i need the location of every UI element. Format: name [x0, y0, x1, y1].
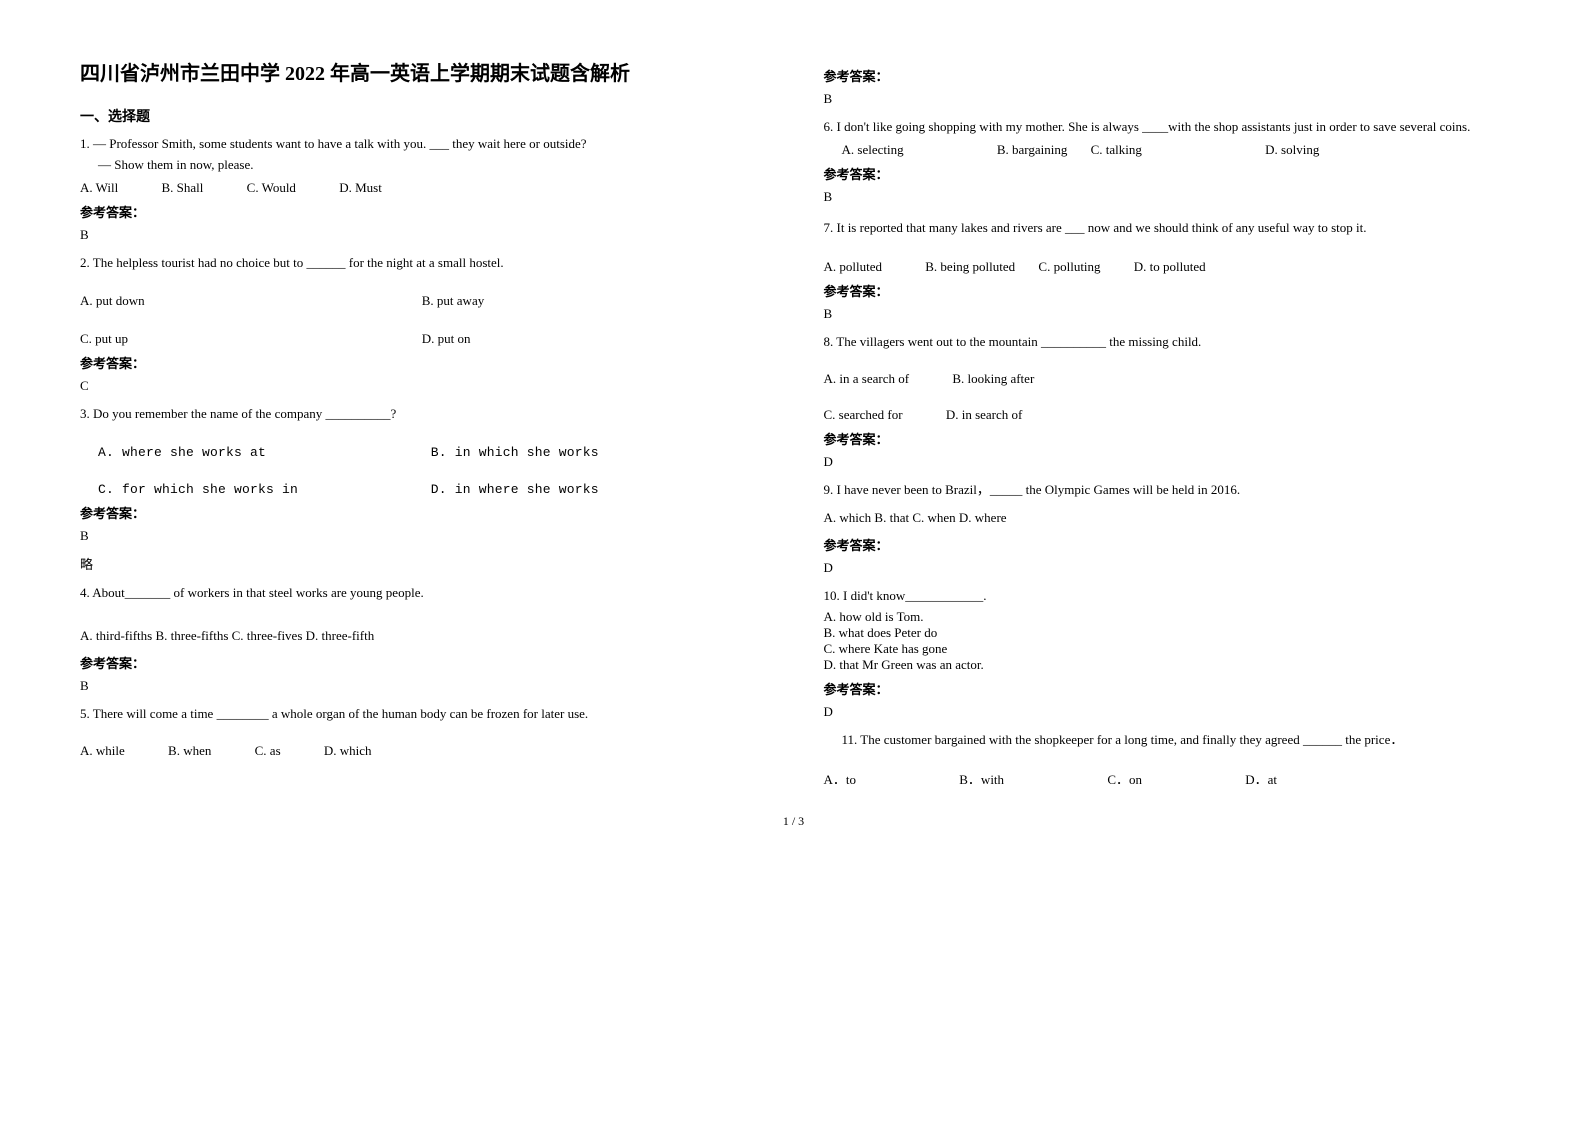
q8-options-row2: C. searched for D. in search of — [824, 407, 1508, 423]
question-1: 1. — Professor Smith, some students want… — [80, 134, 764, 176]
q6-optB: B. bargaining — [997, 142, 1068, 157]
question-9: 9. I have never been to Brazil，_____ the… — [824, 480, 1508, 501]
q5-answer: B — [824, 91, 1508, 107]
q2-answer: C — [80, 378, 764, 394]
q5-optD: D. which — [324, 743, 372, 758]
question-8: 8. The villagers went out to the mountai… — [824, 332, 1508, 353]
q8-answer-label: 参考答案： — [824, 429, 1508, 448]
question-3: 3. Do you remember the name of the compa… — [80, 404, 764, 425]
section-heading: 一、选择题 — [80, 106, 764, 126]
q3-optB: B. in which she works — [431, 445, 764, 460]
q2-optC: C. put up — [80, 331, 422, 347]
q1-line1: 1. — Professor Smith, some students want… — [80, 134, 764, 155]
q11-optC: C．on — [1107, 772, 1142, 787]
question-6: 6. I don't like going shopping with my m… — [824, 117, 1508, 138]
q3-optD: D. in where she works — [431, 482, 764, 497]
q8-optD: D. in search of — [946, 407, 1023, 422]
q8-answer: D — [824, 454, 1508, 470]
question-10: 10. I did't know____________. — [824, 586, 1508, 607]
q1-optA: A. Will — [80, 180, 118, 195]
q11-optB: B．with — [959, 772, 1004, 787]
q8-optC: C. searched for — [824, 407, 903, 422]
q7-answer: B — [824, 306, 1508, 322]
q8-options-row1: A. in a search of B. looking after — [824, 371, 1508, 387]
q7-options: A. polluted B. being polluted C. polluti… — [824, 259, 1508, 275]
q6-options: A. selecting B. bargaining C. talking D.… — [824, 142, 1508, 158]
q6-optC: C. talking — [1091, 142, 1142, 157]
q7-optD: D. to polluted — [1134, 259, 1206, 274]
q9-answer-label: 参考答案： — [824, 535, 1508, 554]
q8-optA: A. in a search of — [824, 371, 910, 386]
q5-optA: A. while — [80, 743, 125, 758]
q7-optA: A. polluted — [824, 259, 883, 274]
q4-answer-label: 参考答案： — [80, 653, 764, 672]
q4-options: A. third-fifths B. three-fifths C. three… — [80, 626, 764, 647]
q1-options: A. Will B. Shall C. Would D. Must — [80, 180, 764, 196]
q1-answer: B — [80, 227, 764, 243]
q3-omit: 略 — [80, 554, 764, 573]
q9-answer: D — [824, 560, 1508, 576]
question-5: 5. There will come a time ________ a who… — [80, 704, 764, 725]
q10-optC: C. where Kate has gone — [824, 641, 1508, 657]
q2-options-row1: A. put down B. put away — [80, 293, 764, 309]
q11-options: A．to B．with C．on D．at — [824, 769, 1508, 788]
page-number: 1 / 3 — [80, 814, 1507, 829]
q7-optC: C. polluting — [1038, 259, 1100, 274]
content-columns: 四川省泸州市兰田中学 2022 年高一英语上学期期末试题含解析 一、选择题 1.… — [80, 60, 1507, 794]
q7-answer-label: 参考答案： — [824, 281, 1508, 300]
q1-answer-label: 参考答案： — [80, 202, 764, 221]
q2-optD: D. put on — [422, 331, 764, 347]
question-4: 4. About_______ of workers in that steel… — [80, 583, 764, 604]
q2-optA: A. put down — [80, 293, 422, 309]
q10-optD: D. that Mr Green was an actor. — [824, 657, 1508, 673]
q7-optB: B. being polluted — [925, 259, 1015, 274]
q6-optA: A. selecting — [842, 142, 904, 157]
question-7: 7. It is reported that many lakes and ri… — [824, 215, 1508, 241]
q3-answer: B — [80, 528, 764, 544]
q1-line2: — Show them in now, please. — [80, 155, 764, 176]
right-column: 参考答案： B 6. I don't like going shopping w… — [824, 60, 1508, 794]
question-2: 2. The helpless tourist had no choice bu… — [80, 253, 764, 274]
q1-optC: C. Would — [247, 180, 296, 195]
q3-optC: C. for which she works in — [98, 482, 431, 497]
q5-optC: C. as — [255, 743, 281, 758]
q3-answer-label: 参考答案： — [80, 503, 764, 522]
q3-options-row2: C. for which she works in D. in where sh… — [80, 482, 764, 497]
q9-options: A. which B. that C. when D. where — [824, 508, 1508, 529]
document-title: 四川省泸州市兰田中学 2022 年高一英语上学期期末试题含解析 — [80, 60, 764, 88]
q1-optD: D. Must — [339, 180, 382, 195]
question-11: 11. The customer bargained with the shop… — [824, 730, 1508, 751]
q10-optB: B. what does Peter do — [824, 625, 1508, 641]
q5-optB: B. when — [168, 743, 211, 758]
q3-optA: A. where she works at — [98, 445, 431, 460]
q5-answer-label: 参考答案： — [824, 66, 1508, 85]
q1-optB: B. Shall — [162, 180, 204, 195]
q2-options-row2: C. put up D. put on — [80, 331, 764, 347]
q6-answer: B — [824, 189, 1508, 205]
q11-optA: A．to — [824, 772, 857, 787]
q2-optB: B. put away — [422, 293, 764, 309]
q8-optB: B. looking after — [952, 371, 1034, 386]
q3-options-row1: A. where she works at B. in which she wo… — [80, 445, 764, 460]
q6-answer-label: 参考答案： — [824, 164, 1508, 183]
q10-answer-label: 参考答案： — [824, 679, 1508, 698]
q6-optD: D. solving — [1265, 142, 1319, 157]
q5-options: A. while B. when C. as D. which — [80, 743, 764, 759]
left-column: 四川省泸州市兰田中学 2022 年高一英语上学期期末试题含解析 一、选择题 1.… — [80, 60, 764, 794]
q10-answer: D — [824, 704, 1508, 720]
q2-answer-label: 参考答案： — [80, 353, 764, 372]
q10-optA: A. how old is Tom. — [824, 609, 1508, 625]
q4-answer: B — [80, 678, 764, 694]
q11-optD: D．at — [1245, 772, 1277, 787]
